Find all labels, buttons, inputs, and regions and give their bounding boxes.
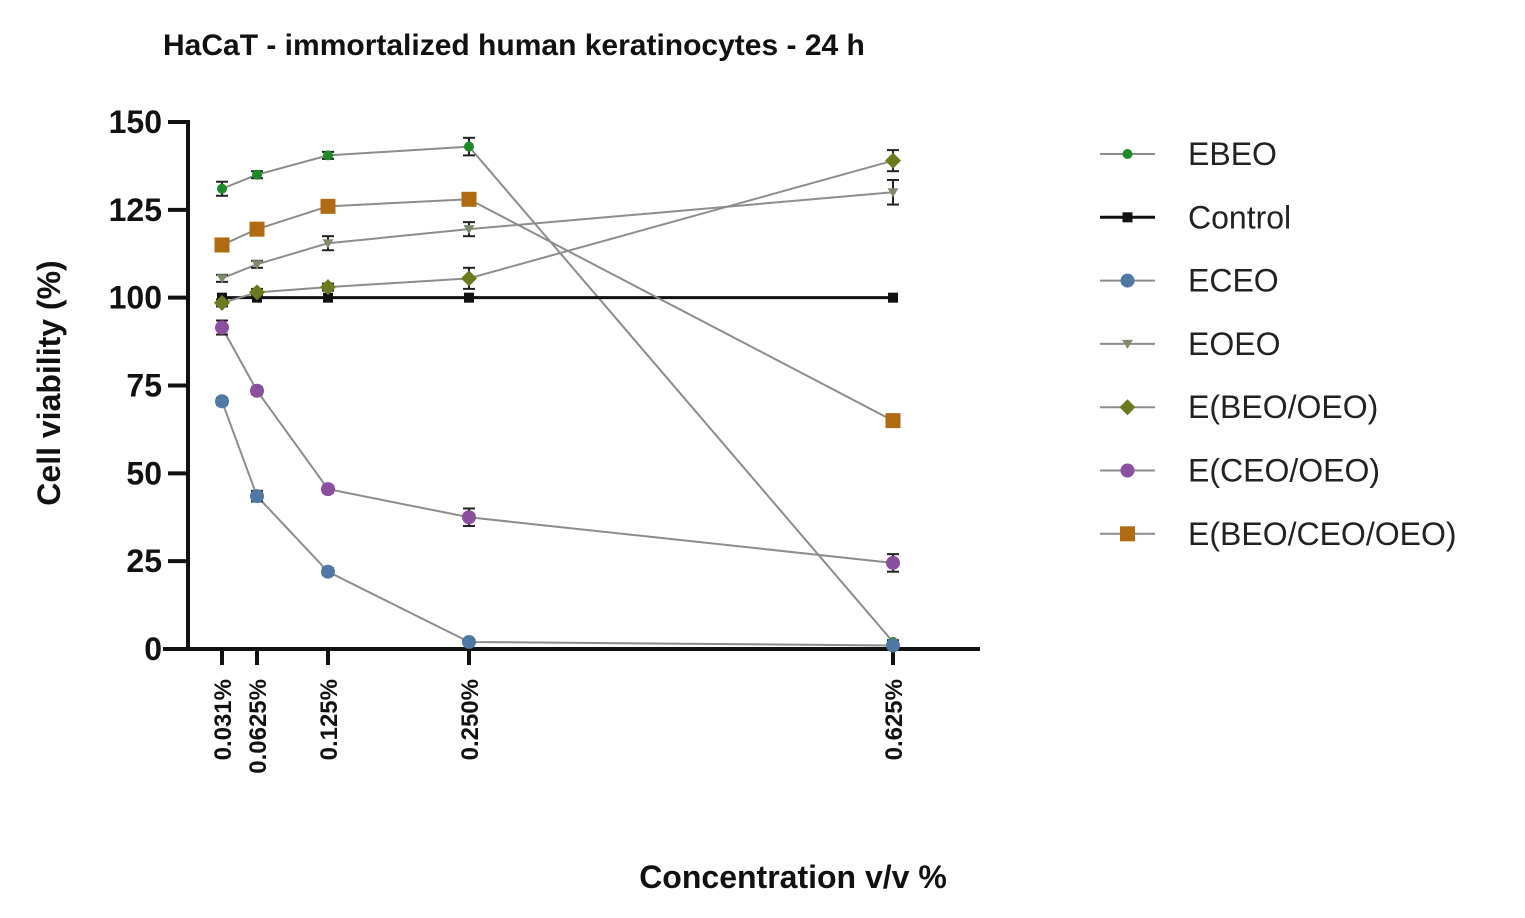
y-tick-label: 0: [144, 631, 162, 667]
data-point-eoeo: [322, 239, 334, 249]
series-line-e-beo-ceo-oeo: [221, 198, 894, 422]
data-point-e-beo-oeo: [214, 294, 230, 311]
data-point-e-beo-ceo-oeo: [885, 413, 901, 429]
y-tick-label: 75: [126, 368, 162, 404]
y-tick-label: 100: [109, 280, 162, 316]
series-line-e-ceo-oeo: [221, 327, 894, 564]
data-point-e-beo-ceo-oeo: [320, 198, 336, 214]
data-point-control: [323, 292, 333, 303]
data-point-e-beo-ceo-oeo: [249, 221, 265, 237]
legend-marker-e-beo-oeo: [1119, 399, 1136, 416]
legend-label-e-beo-ceo-oeo: E(BEO/CEO/OEO): [1188, 516, 1456, 552]
y-tick-label: 125: [109, 192, 162, 228]
chart-title: HaCaT - immortalized human keratinocytes…: [163, 29, 865, 62]
legend-label-eceo: ECEO: [1188, 263, 1279, 299]
legend-marker-e-beo-ceo-oeo: [1120, 526, 1135, 542]
x-tick-label: 0.125%: [316, 679, 343, 760]
legend: EBEO Control ECEO EOEO E(BEO/OEO) E(CEO/OEO) E…: [1100, 136, 1456, 552]
y-axis-label: Cell viability (%): [31, 260, 67, 505]
data-point-ebeo: [323, 150, 333, 161]
data-point-e-ceo-oeo: [215, 320, 229, 335]
data-point-eoeo: [251, 260, 263, 270]
data-point-eceo: [215, 394, 229, 409]
error-bars: [216, 136, 899, 649]
legend-marker-eceo: [1120, 273, 1135, 288]
data-point-e-beo-oeo: [320, 279, 336, 296]
x-tick-label: 0.031%: [210, 679, 237, 760]
y-tick-label: 50: [126, 455, 162, 491]
legend-marker-e-ceo-oeo: [1120, 463, 1135, 478]
data-point-ebeo: [217, 183, 227, 194]
data-point-e-ceo-oeo: [886, 555, 900, 570]
x-axis-label: Concentration v/v %: [639, 859, 947, 895]
data-point-ebeo: [464, 141, 474, 152]
y-tick-label: 25: [126, 543, 162, 579]
legend-label-control: Control: [1188, 199, 1291, 235]
data-point-eceo: [321, 564, 335, 579]
data-point-eoeo: [887, 188, 899, 198]
x-tick-label: 0.0625%: [245, 679, 272, 774]
legend-marker-eoeo: [1122, 339, 1133, 349]
series-line-e-beo-oeo: [221, 159, 894, 304]
data-point-eceo: [886, 638, 900, 653]
data-point-e-ceo-oeo: [462, 510, 476, 525]
data-point-e-ceo-oeo: [250, 383, 264, 398]
data-point-e-ceo-oeo: [321, 482, 335, 497]
data-point-e-beo-ceo-oeo: [461, 191, 477, 207]
axes: 0 25 50 75 100 125 150 0.031% 0.0625% 0.125% 0.250…: [109, 104, 980, 774]
data-point-eceo: [250, 489, 264, 504]
legend-label-e-ceo-oeo: E(CEO/OEO): [1188, 453, 1380, 489]
data-point-ebeo: [252, 169, 262, 180]
x-tick-label: 0.625%: [881, 679, 908, 760]
legend-marker-ebeo: [1122, 149, 1133, 159]
data-point-eoeo: [216, 274, 228, 284]
data-point-e-beo-oeo: [461, 270, 477, 287]
data-point-control: [464, 292, 474, 303]
data-point-eoeo: [463, 225, 475, 235]
data-point-eceo: [462, 634, 476, 649]
data-points: [214, 141, 901, 653]
y-tick-label: 150: [109, 104, 162, 140]
data-point-e-beo-ceo-oeo: [214, 237, 230, 253]
data-point-e-beo-oeo: [885, 152, 901, 169]
x-tick-label: 0.250%: [457, 679, 484, 760]
legend-marker-control: [1122, 212, 1133, 223]
data-point-e-beo-oeo: [249, 284, 265, 301]
data-point-control: [888, 292, 898, 303]
legend-label-eoeo: EOEO: [1188, 326, 1280, 362]
legend-label-ebeo: EBEO: [1188, 136, 1277, 172]
legend-label-e-beo-oeo: E(BEO/OEO): [1188, 389, 1378, 425]
